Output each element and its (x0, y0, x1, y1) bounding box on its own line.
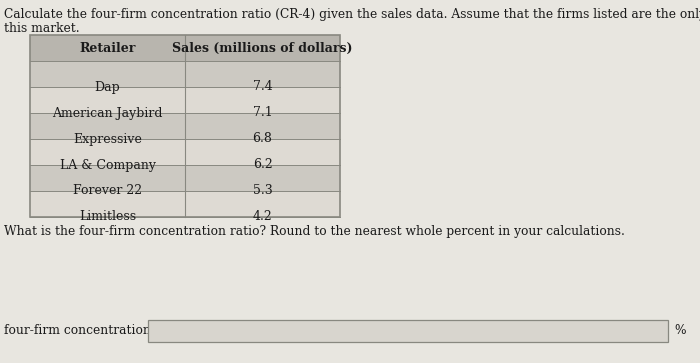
Bar (30, 35, 340, 61)
Bar (30, 139, 340, 165)
Bar (30, 87, 340, 113)
Text: Dap: Dap (94, 81, 120, 94)
Text: 4.2: 4.2 (253, 211, 272, 224)
Text: %: % (674, 325, 685, 338)
Text: Forever 22: Forever 22 (73, 184, 142, 197)
Text: 6.8: 6.8 (253, 132, 272, 146)
Text: American Jaybird: American Jaybird (52, 106, 162, 119)
Text: Limitless: Limitless (79, 211, 136, 224)
Text: 5.3: 5.3 (253, 184, 272, 197)
Text: What is the four-firm concentration ratio? Round to the nearest whole percent in: What is the four-firm concentration rati… (4, 225, 625, 238)
Bar (30, 113, 340, 139)
Bar (30, 191, 340, 217)
Bar (30, 61, 340, 87)
Text: Calculate the four-firm concentration ratio (CR-4) given the sales data. Assume : Calculate the four-firm concentration ra… (4, 8, 700, 21)
Text: Sales (millions of dollars): Sales (millions of dollars) (172, 41, 353, 54)
Bar (148, 320, 668, 342)
Bar (30, 165, 340, 191)
Text: four-firm concentration ratio:: four-firm concentration ratio: (4, 325, 188, 338)
Text: 7.1: 7.1 (253, 106, 272, 119)
Bar (30, 35, 340, 217)
Text: Expressive: Expressive (73, 132, 142, 146)
Text: 7.4: 7.4 (253, 81, 272, 94)
Text: LA & Company: LA & Company (60, 159, 155, 171)
Text: Retailer: Retailer (79, 41, 136, 54)
Text: 6.2: 6.2 (253, 159, 272, 171)
Text: this market.: this market. (4, 22, 80, 35)
